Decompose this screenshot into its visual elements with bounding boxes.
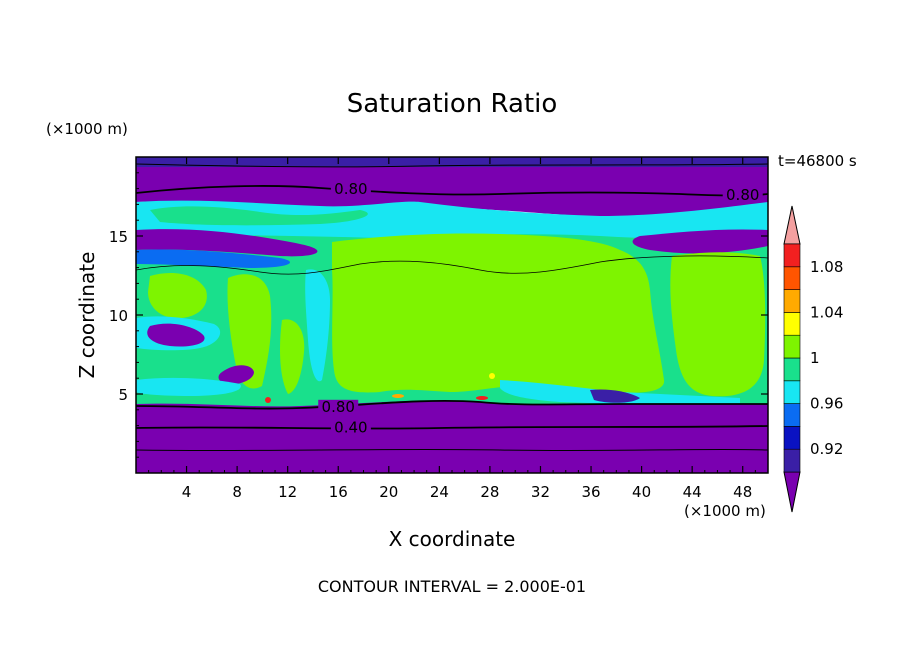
colorbar-bottom-arrow — [783, 471, 801, 513]
contour-label-bg — [722, 188, 763, 203]
colorbar-band — [783, 243, 801, 268]
x-tick-label: 28 — [480, 483, 499, 501]
colorbar-band — [783, 403, 801, 427]
hotspot-yellow-1 — [489, 373, 495, 379]
colorbar-tick-label: 0.96 — [810, 395, 843, 413]
y-tick-label: 15 — [109, 228, 128, 246]
colorbar: 0.92 0.96 1 1.04 1.08 — [783, 205, 843, 513]
contour-label: 0.80 — [334, 180, 367, 198]
y-tick-layer: 5 10 15 — [109, 172, 768, 458]
hotspot-red-2 — [265, 397, 271, 403]
y-unit-label: (×1000 m) — [46, 120, 128, 138]
region-upper-cyan-band — [136, 200, 768, 240]
colorbar-tick-label: 1.08 — [810, 258, 843, 276]
contour-line-mid-wavy — [136, 255, 768, 275]
region-green-cell-small — [280, 319, 305, 394]
colorbar-tick-label: 0.92 — [810, 440, 843, 458]
colorbar-tick-label: 1 — [810, 349, 820, 367]
x-axis-label: X coordinate — [389, 527, 516, 551]
region-left-purple-small — [218, 365, 254, 385]
x-tick-layer: 4 8 12 16 20 24 28 32 36 40 44 48 — [148, 157, 756, 501]
region-left-cyan-strip — [136, 377, 241, 396]
plot-field — [136, 157, 768, 473]
y-tick-label: 10 — [109, 307, 128, 325]
region-green-cell-center — [332, 233, 665, 393]
y-axis-label: Z coordinate — [75, 252, 99, 379]
x-tick-label: 44 — [683, 483, 702, 501]
colorbar-band — [783, 334, 801, 359]
contour-interval-footer: CONTOUR INTERVAL = 2.000E-01 — [318, 577, 586, 596]
colorbar-band — [783, 357, 801, 382]
region-right-purple-patch — [590, 389, 640, 403]
hotspot-red-1 — [476, 396, 488, 400]
contour-line-top — [136, 163, 768, 168]
time-label: t=46800 s — [778, 152, 857, 170]
colorbar-band — [783, 380, 801, 404]
x-tick-label: 8 — [232, 483, 242, 501]
region-purple-band-right — [632, 229, 768, 254]
contour-line-0.40 — [136, 425, 768, 430]
region-upper-purple — [136, 157, 768, 218]
contour-line-0.80-upper — [136, 185, 768, 197]
x-unit-label: (×1000 m) — [684, 502, 766, 520]
region-green-cell-left — [148, 272, 207, 319]
colorbar-tick-label: 1.04 — [810, 303, 843, 321]
colorbar-band — [783, 448, 801, 473]
x-tick-label: 12 — [278, 483, 297, 501]
x-tick-label: 16 — [329, 483, 348, 501]
region-green-cell-right — [670, 252, 766, 397]
colorbar-band — [783, 312, 801, 336]
x-tick-label: 20 — [379, 483, 398, 501]
region-cyan-column — [305, 269, 330, 382]
contour-label-bg — [330, 420, 371, 435]
x-tick-label: 4 — [182, 483, 192, 501]
colorbar-band — [783, 289, 801, 313]
contour-label: 0.40 — [334, 418, 367, 436]
x-tick-label: 24 — [430, 483, 449, 501]
contour-line-0.80-lower — [136, 400, 768, 410]
y-tick-label: 5 — [118, 386, 128, 404]
contour-label-layer: 0.80 0.80 0.80 0.40 — [318, 180, 763, 436]
contour-line-lower-thin — [136, 448, 768, 452]
region-top-dark-band — [136, 157, 768, 167]
region-lower-purple — [136, 400, 768, 473]
contour-label-bg — [318, 399, 359, 414]
x-tick-label: 40 — [632, 483, 651, 501]
region-blue-band-z15 — [136, 249, 290, 268]
hotspot-orange-1 — [392, 394, 404, 398]
region-green-cell-mid — [227, 274, 272, 389]
contour-label-bg — [330, 181, 371, 196]
chart-title: Saturation Ratio — [347, 89, 558, 119]
colorbar-band — [783, 266, 801, 290]
region-left-purple-blob — [147, 323, 205, 347]
x-tick-label: 32 — [531, 483, 550, 501]
x-tick-label: 48 — [733, 483, 752, 501]
contour-label: 0.80 — [726, 186, 759, 204]
contour-lines — [136, 163, 768, 452]
region-purple-band-z15 — [136, 229, 318, 257]
region-upper-green-patch — [150, 206, 368, 226]
contour-label: 0.80 — [322, 398, 355, 416]
colorbar-band — [783, 426, 801, 450]
x-tick-label: 36 — [581, 483, 600, 501]
colorbar-top-arrow — [783, 205, 801, 245]
